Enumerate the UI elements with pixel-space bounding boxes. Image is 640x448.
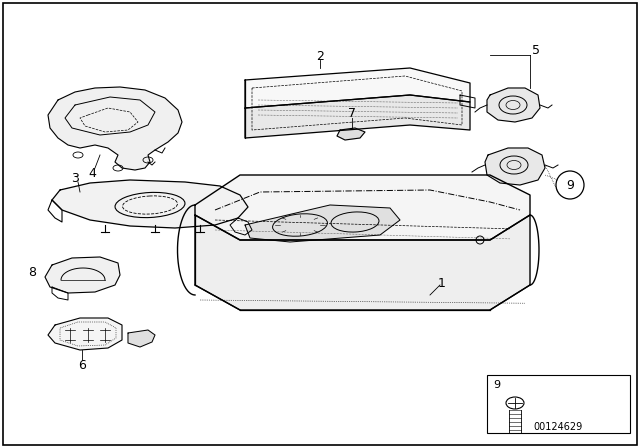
Polygon shape: [52, 180, 248, 228]
Text: 1: 1: [438, 276, 446, 289]
Text: 9: 9: [566, 178, 574, 191]
Polygon shape: [45, 257, 120, 293]
Text: 6: 6: [78, 358, 86, 371]
Polygon shape: [245, 205, 400, 242]
Polygon shape: [337, 128, 365, 140]
FancyBboxPatch shape: [487, 375, 630, 433]
Polygon shape: [48, 87, 182, 170]
Polygon shape: [195, 175, 530, 240]
Polygon shape: [195, 215, 530, 310]
Text: 8: 8: [28, 266, 36, 279]
Polygon shape: [245, 95, 470, 138]
Text: 4: 4: [88, 167, 96, 180]
Polygon shape: [245, 68, 470, 108]
Polygon shape: [487, 88, 540, 122]
Polygon shape: [552, 395, 600, 423]
Text: 5: 5: [532, 43, 540, 56]
Polygon shape: [48, 318, 122, 350]
Text: 00124629: 00124629: [534, 422, 583, 432]
Polygon shape: [128, 330, 155, 347]
Text: 9: 9: [493, 380, 500, 390]
Text: 2: 2: [316, 49, 324, 63]
Polygon shape: [485, 148, 545, 185]
Text: 7: 7: [348, 107, 356, 120]
Text: 3: 3: [71, 172, 79, 185]
